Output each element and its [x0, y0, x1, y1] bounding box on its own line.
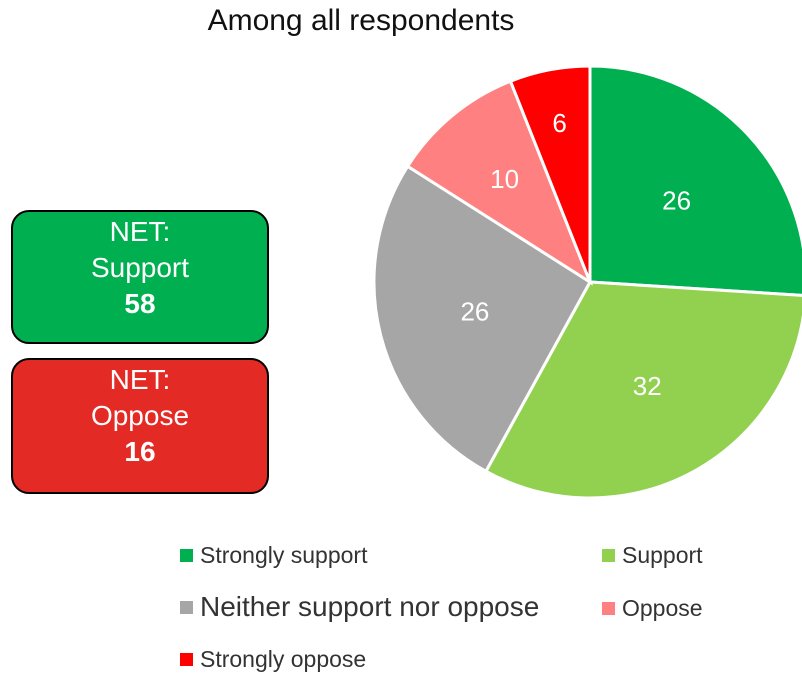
legend-item-oppose: Oppose — [602, 595, 703, 622]
legend-label-strongly-oppose: Strongly oppose — [200, 646, 367, 672]
legend-swatch-neither — [180, 600, 193, 614]
legend-label-neither: Neither support nor oppose — [200, 591, 540, 622]
pie-chart: 26 32 26 10 6 — [372, 64, 802, 500]
pie-label-strongly-oppose: 6 — [552, 108, 566, 138]
pie-slice-neither — [372, 164, 592, 474]
pie-label-oppose: 10 — [490, 164, 519, 194]
legend-label-support: Support — [622, 542, 703, 568]
net-oppose-category: Oppose — [90, 400, 190, 431]
pie-slice-strongly-oppose — [508, 64, 592, 283]
pie-slice-strongly-support — [588, 64, 802, 297]
net-support-box: NET: Support 58 — [11, 210, 269, 344]
net-support-category: Support — [90, 252, 190, 283]
legend-item-strongly-support: Strongly support — [180, 542, 367, 569]
chart-title: Among all respondents — [207, 4, 515, 37]
net-support-value: 58 — [124, 288, 156, 319]
legend-swatch-oppose — [602, 602, 615, 615]
legend-swatch-strongly-oppose — [180, 653, 193, 666]
legend-label-strongly-support: Strongly support — [200, 542, 368, 568]
pie-slice-support — [483, 280, 802, 500]
net-support-label: NET: — [109, 216, 171, 247]
net-oppose-value: 16 — [124, 436, 156, 467]
legend-label-oppose: Oppose — [622, 595, 703, 621]
net-oppose-box: NET: Oppose 16 — [11, 358, 269, 494]
legend-item-support: Support — [602, 542, 703, 569]
pie-slice-oppose — [405, 79, 594, 286]
legend-swatch-strongly-support — [180, 549, 193, 562]
pie-label-strongly-support: 26 — [662, 186, 691, 216]
pie-label-support: 32 — [633, 371, 662, 401]
net-oppose-label: NET: — [109, 364, 171, 395]
legend-item-strongly-oppose: Strongly oppose — [180, 646, 366, 673]
legend-swatch-support — [602, 549, 615, 562]
legend-item-neither: Neither support nor oppose — [180, 591, 539, 623]
pie-label-neither: 26 — [460, 297, 489, 327]
